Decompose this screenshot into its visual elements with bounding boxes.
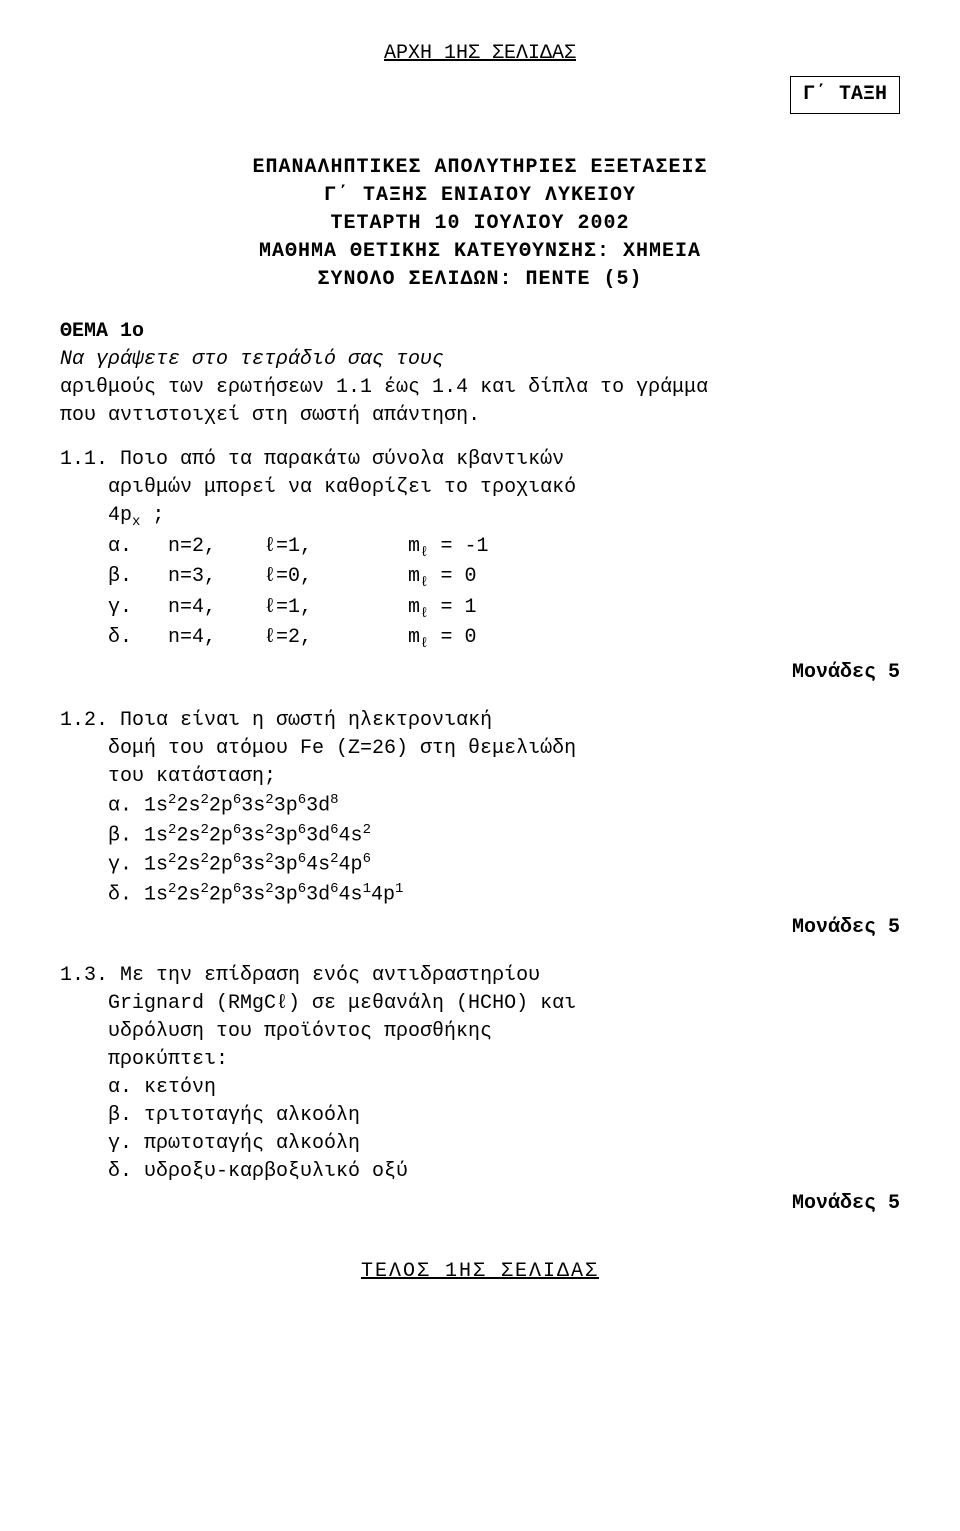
page-footer: ΤΕΛΟΣ 1ΗΣ ΣΕΛΙΔΑΣ bbox=[60, 1258, 900, 1286]
q11-options: α. n=2, ℓ=1, mℓ = -1 β. n=3, ℓ=0, mℓ = 0… bbox=[60, 533, 900, 655]
q11-points: Μονάδες 5 bbox=[60, 659, 900, 687]
q13-line-2: Grignard (RMgCℓ) σε μεθανάλη (HCHO) και bbox=[108, 992, 576, 1015]
q11-line-1: 1.1. Ποιο από τα παρακάτω σύνολα κβαντικ… bbox=[60, 448, 564, 471]
q13-options: α. κετόνη β. τριτοταγής αλκοόλη γ. πρωτο… bbox=[60, 1074, 900, 1186]
class-box: Γ΄ ΤΑΞΗ bbox=[790, 76, 900, 114]
q13-text: 1.3. Με την επίδραση ενός αντιδραστηρίου… bbox=[60, 962, 900, 1074]
q13-points: Μονάδες 5 bbox=[60, 1190, 900, 1218]
q11-option-b: β. n=3, ℓ=0, mℓ = 0 bbox=[108, 563, 900, 594]
title-line-3: ΤΕΤΑΡΤΗ 10 ΙΟΥΛΙΟΥ 2002 bbox=[60, 210, 900, 238]
title-line-1: ΕΠΑΝΑΛΗΠΤΙΚΕΣ ΑΠΟΛΥΤΗΡΙΕΣ ΕΞΕΤΑΣΕΙΣ bbox=[60, 154, 900, 182]
question-1-2: 1.2. Ποια είναι η σωστή ηλεκτρονιακή δομ… bbox=[60, 707, 900, 942]
question-1-3: 1.3. Με την επίδραση ενός αντιδραστηρίου… bbox=[60, 962, 900, 1218]
intro-line-2: αριθμούς των ερωτήσεων 1.1 έως 1.4 και δ… bbox=[60, 376, 708, 399]
intro-line-1: Να γράψετε στο τετράδιό σας τους bbox=[60, 348, 444, 371]
q11-option-d: δ. n=4, ℓ=2, mℓ = 0 bbox=[108, 624, 900, 655]
theme-1-label: ΘΕΜΑ 1ο bbox=[60, 318, 900, 346]
theme-1-intro: Να γράψετε στο τετράδιό σας τους αριθμού… bbox=[60, 346, 900, 430]
q12-text: 1.2. Ποια είναι η σωστή ηλεκτρονιακή δομ… bbox=[60, 707, 900, 791]
title-line-4: ΜΑΘΗΜΑ ΘΕΤΙΚΗΣ ΚΑΤΕΥΘΥΝΣΗΣ: ΧΗΜΕΙΑ bbox=[60, 238, 900, 266]
q13-line-3: υδρόλυση του προϊόντος προσθήκης bbox=[108, 1020, 492, 1043]
q13-option-b: β. τριτοταγής αλκοόλη bbox=[108, 1102, 900, 1130]
q12-line-1: 1.2. Ποια είναι η σωστή ηλεκτρονιακή bbox=[60, 709, 492, 732]
q11-text: 1.1. Ποιο από τα παρακάτω σύνολα κβαντικ… bbox=[60, 446, 900, 533]
question-1-1: 1.1. Ποιο από τα παρακάτω σύνολα κβαντικ… bbox=[60, 446, 900, 687]
q11-option-c: γ. n=4, ℓ=1, mℓ = 1 bbox=[108, 594, 900, 625]
q13-option-d: δ. υδροξυ-καρβοξυλικό οξύ bbox=[108, 1158, 900, 1186]
page-header-top: ΑΡΧΗ 1ΗΣ ΣΕΛΙΔΑΣ bbox=[60, 40, 900, 68]
title-line-2: Γ΄ ΤΑΞΗΣ ΕΝΙΑΙΟΥ ΛΥΚΕΙΟΥ bbox=[60, 182, 900, 210]
intro-line-3: που αντιστοιχεί στη σωστή απάντηση. bbox=[60, 404, 480, 427]
title-block: ΕΠΑΝΑΛΗΠΤΙΚΕΣ ΑΠΟΛΥΤΗΡΙΕΣ ΕΞΕΤΑΣΕΙΣ Γ΄ Τ… bbox=[60, 154, 900, 294]
q12-line-3: του κατάσταση; bbox=[108, 765, 276, 788]
q11-option-a: α. n=2, ℓ=1, mℓ = -1 bbox=[108, 533, 900, 564]
q12-line-2: δομή του ατόμου Fe (Z=26) στη θεμελιώδη bbox=[108, 737, 576, 760]
q13-line-4: προκύπτει: bbox=[108, 1048, 228, 1071]
q12-option-d: δ. 1s22s22p63s23p63d64s14p1 bbox=[108, 880, 900, 910]
q12-points: Μονάδες 5 bbox=[60, 914, 900, 942]
title-line-5: ΣΥΝΟΛΟ ΣΕΛΙΔΩΝ: ΠΕΝΤΕ (5) bbox=[60, 266, 900, 294]
q13-option-c: γ. πρωτοταγής αλκοόλη bbox=[108, 1130, 900, 1158]
q11-line-2: αριθμών μπορεί να καθορίζει το τροχιακό bbox=[108, 476, 576, 499]
q13-line-1: 1.3. Με την επίδραση ενός αντιδραστηρίου bbox=[60, 964, 540, 987]
q12-option-a: α. 1s22s22p63s23p63d8 bbox=[108, 791, 900, 821]
q13-option-a: α. κετόνη bbox=[108, 1074, 900, 1102]
q12-option-c: γ. 1s22s22p63s23p64s24p6 bbox=[108, 850, 900, 880]
q12-options: α. 1s22s22p63s23p63d8 β. 1s22s22p63s23p6… bbox=[60, 791, 900, 910]
q12-option-b: β. 1s22s22p63s23p63d64s2 bbox=[108, 821, 900, 851]
q11-line-3: 4px ; bbox=[108, 504, 164, 527]
